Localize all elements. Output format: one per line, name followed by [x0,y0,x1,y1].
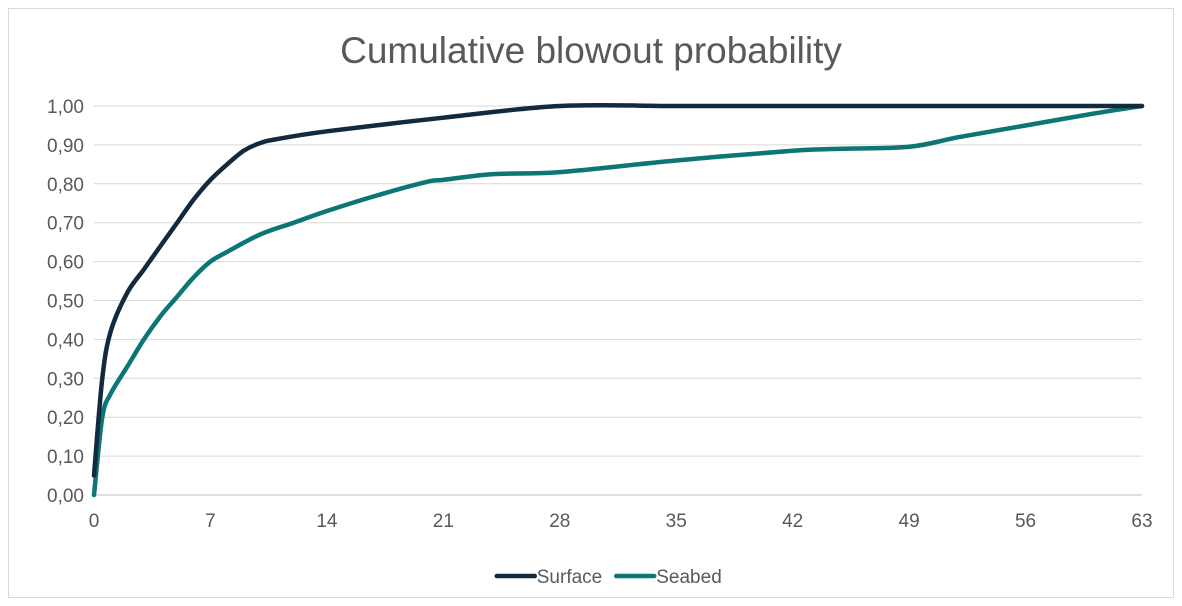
y-tick-label: 0,40 [47,330,84,351]
x-tick-label: 28 [549,511,570,532]
x-tick-label: 42 [782,511,803,532]
y-tick-label: 0,10 [47,447,84,468]
x-tick-label: 63 [1131,511,1152,532]
y-tick-label: 0,70 [47,214,84,235]
y-tick-label: 0,30 [47,369,84,390]
y-tick-label: 1,00 [47,97,84,118]
series-line-seabed [91,103,1145,498]
y-tick-label: 0,20 [47,408,84,429]
legend[interactable]: Surface Seabed [494,567,722,588]
legend-label-seabed: Seabed [656,567,722,588]
x-tick-label: 14 [316,511,338,532]
x-tick-label: 56 [1015,511,1036,532]
x-tick-label: 21 [433,511,454,532]
series-lines [91,102,1145,498]
y-tick-label: 0,50 [47,292,84,313]
y-tick-label: 0,60 [47,253,84,274]
y-tick-label: 0,00 [47,486,84,507]
x-tick-label: 7 [205,511,216,532]
y-tick-label: 0,90 [47,136,84,157]
y-tick-label: 0,80 [47,175,84,196]
chart-title: Cumulative blowout probability [340,30,842,71]
x-tick-label: 35 [666,511,687,532]
series-line-surface [91,102,1145,478]
x-tick-label: 0 [89,511,100,532]
axes: 0,00 0,10 0,20 0,30 0,40 0,50 0,60 0,70 0,80 0,90… [47,97,1153,532]
x-tick-label: 49 [899,511,920,532]
legend-label-surface: Surface [537,567,602,588]
